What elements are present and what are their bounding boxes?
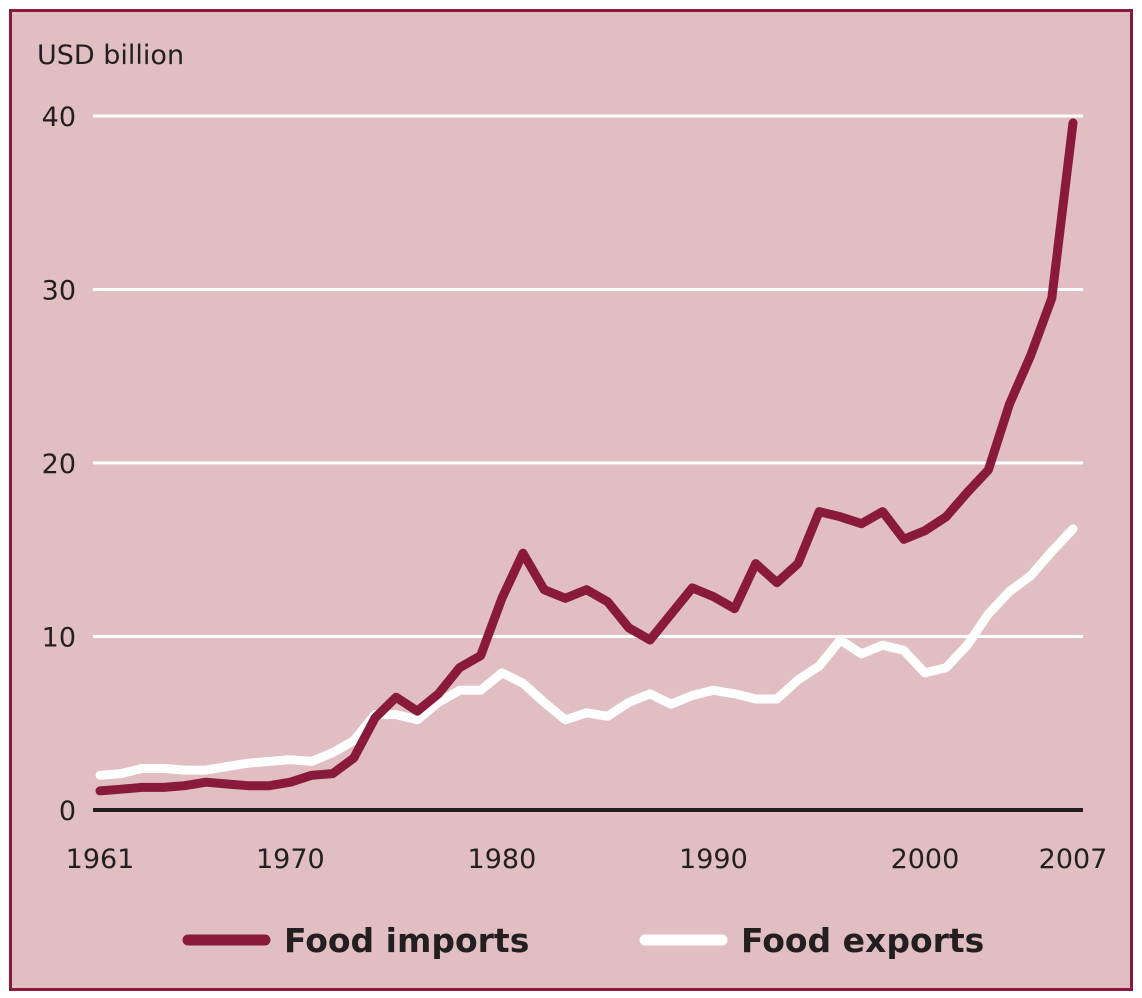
legend-label-food-imports: Food imports <box>284 921 529 960</box>
x-tick-label: 2007 <box>1039 844 1108 875</box>
y-tick-labels: 0 10 20 30 40 <box>42 102 76 827</box>
y-tick-label: 20 <box>42 449 76 480</box>
x-tick-label: 1990 <box>679 844 748 875</box>
x-tick-label: 1970 <box>256 844 325 875</box>
y-tick-label: 10 <box>42 623 76 654</box>
gridlines <box>93 114 1083 638</box>
legend: Food imports Food exports <box>182 921 984 960</box>
y-tick-label: 0 <box>59 796 76 827</box>
series-line-food-imports <box>95 118 1078 796</box>
x-tick-label: 1980 <box>468 844 537 875</box>
series-lines <box>95 118 1078 796</box>
legend-label-food-exports: Food exports <box>741 921 984 960</box>
legend-item-food-exports: Food exports <box>639 921 984 960</box>
y-tick-label: 30 <box>42 276 76 307</box>
x-tick-label: 1961 <box>66 844 135 875</box>
legend-item-food-imports: Food imports <box>182 921 529 960</box>
y-axis-unit-label: USD billion <box>37 40 184 71</box>
x-tick-labels: 1961 1970 1980 1990 2000 2007 <box>66 844 1108 875</box>
chart-frame <box>9 9 1133 991</box>
y-tick-label: 40 <box>42 102 76 133</box>
x-tick-label: 2000 <box>891 844 960 875</box>
series-line-food-exports <box>95 524 1078 780</box>
